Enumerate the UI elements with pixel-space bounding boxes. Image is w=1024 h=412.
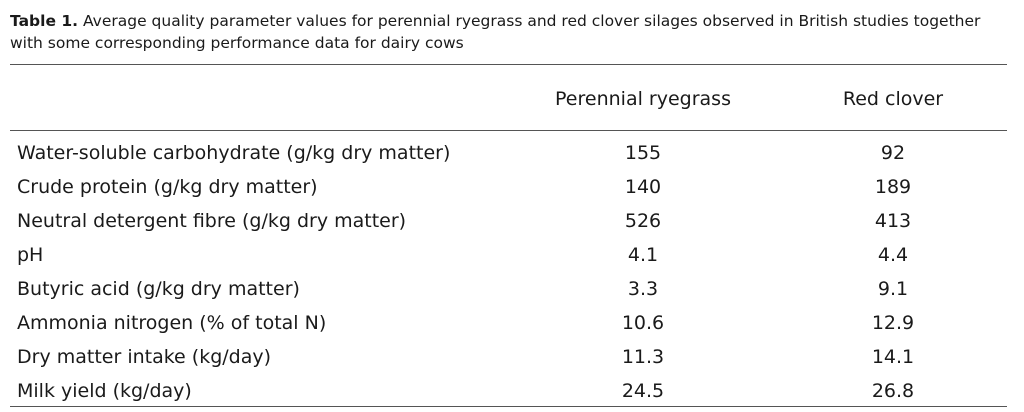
row-label: Ammonia nitrogen (% of total N) <box>17 312 327 334</box>
column-header-ryegrass: Perennial ryegrass <box>555 88 731 110</box>
table-body: Water-soluble carbohydrate (g/kg dry mat… <box>0 136 1024 408</box>
column-header-red-clover: Red clover <box>842 88 944 110</box>
red-clover-value: 4.4 <box>877 244 909 266</box>
red-clover-value: 9.1 <box>877 278 909 300</box>
header-divider-rule <box>10 130 1007 131</box>
red-clover-value: 14.1 <box>871 346 915 368</box>
red-clover-value: 26.8 <box>871 380 915 402</box>
row-label: pH <box>17 244 44 266</box>
table-row: Ammonia nitrogen (% of total N) 10.6 12.… <box>0 306 1024 340</box>
row-label: Milk yield (kg/day) <box>17 380 192 402</box>
red-clover-value: 413 <box>874 210 912 232</box>
caption-label: Table 1. <box>10 12 79 30</box>
ryegrass-value: 11.3 <box>621 346 665 368</box>
row-label: Water-soluble carbohydrate (g/kg dry mat… <box>17 142 451 164</box>
ryegrass-value: 24.5 <box>621 380 665 402</box>
ryegrass-value: 526 <box>624 210 662 232</box>
table-bottom-rule <box>10 406 1007 407</box>
table-row: Water-soluble carbohydrate (g/kg dry mat… <box>0 136 1024 170</box>
table-top-rule <box>10 64 1007 65</box>
ryegrass-value: 140 <box>624 176 662 198</box>
row-label: Dry matter intake (kg/day) <box>17 346 272 368</box>
row-label: Neutral detergent fibre (g/kg dry matter… <box>17 210 407 232</box>
ryegrass-value: 155 <box>624 142 662 164</box>
ryegrass-value: 4.1 <box>627 244 659 266</box>
row-label: Butyric acid (g/kg dry matter) <box>17 278 300 300</box>
table-row: Neutral detergent fibre (g/kg dry matter… <box>0 204 1024 238</box>
table-row: Dry matter intake (kg/day) 11.3 14.1 <box>0 340 1024 374</box>
table-row: Crude protein (g/kg dry matter) 140 189 <box>0 170 1024 204</box>
table-row: Milk yield (kg/day) 24.5 26.8 <box>0 374 1024 408</box>
ryegrass-value: 3.3 <box>627 278 659 300</box>
red-clover-value: 189 <box>874 176 912 198</box>
red-clover-value: 92 <box>880 142 906 164</box>
table-row: pH 4.1 4.4 <box>0 238 1024 272</box>
ryegrass-value: 10.6 <box>621 312 665 334</box>
row-label: Crude protein (g/kg dry matter) <box>17 176 318 198</box>
table-row: Butyric acid (g/kg dry matter) 3.3 9.1 <box>0 272 1024 306</box>
red-clover-value: 12.9 <box>871 312 915 334</box>
table-caption: Table 1. Average quality parameter value… <box>10 10 1010 54</box>
caption-text: Average quality parameter values for per… <box>10 12 981 52</box>
